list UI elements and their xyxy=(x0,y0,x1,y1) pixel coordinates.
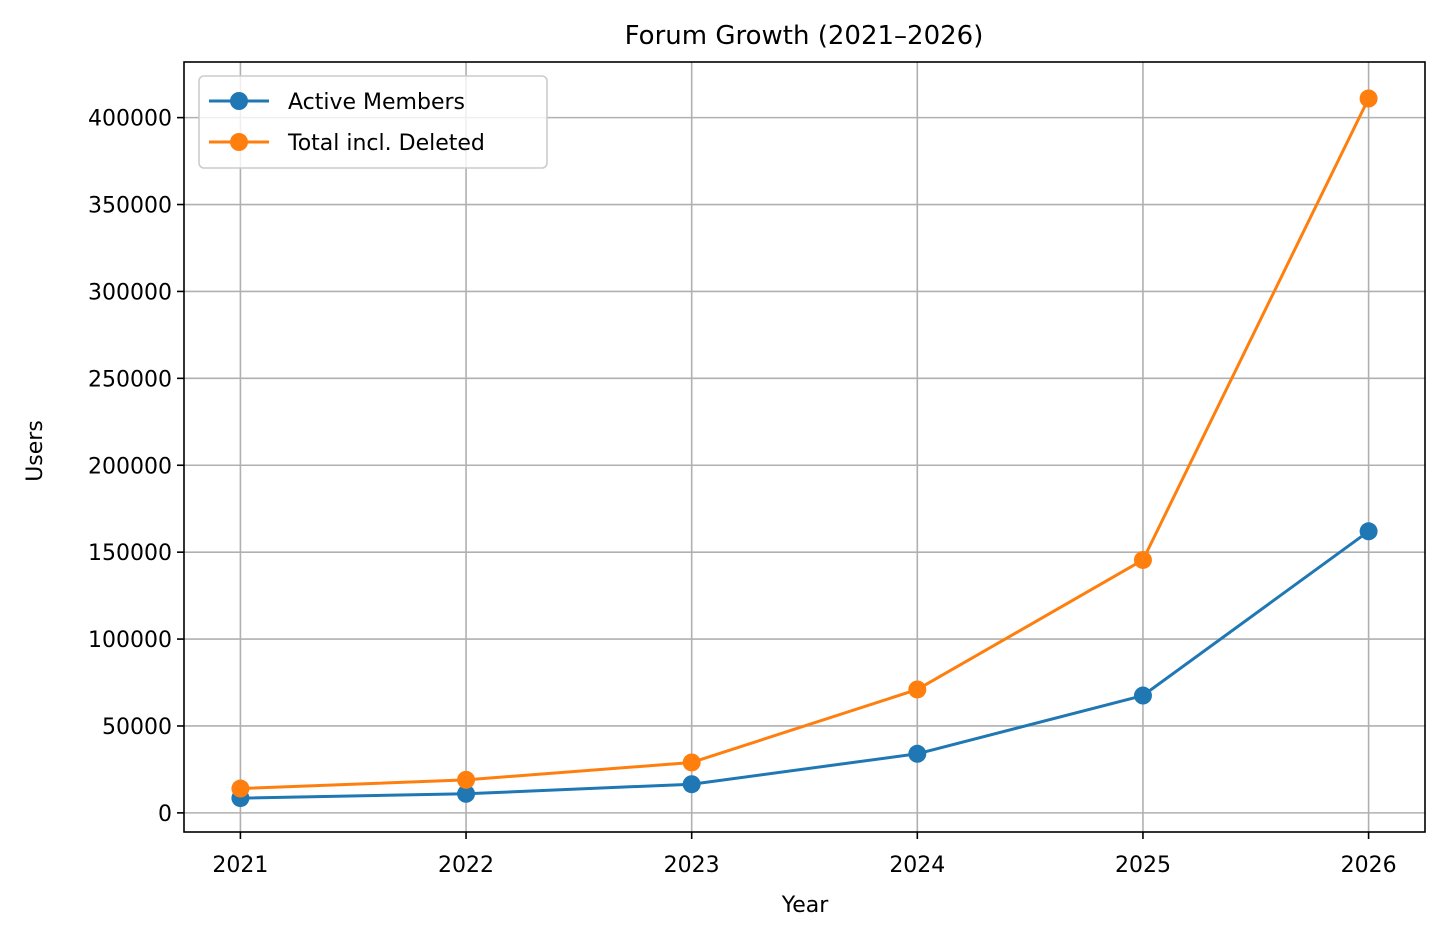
legend-box xyxy=(198,75,548,169)
data-point xyxy=(682,753,701,772)
data-point xyxy=(1133,686,1152,705)
x-tick-label: 2026 xyxy=(1341,853,1397,878)
data-point xyxy=(1359,522,1378,541)
chart-title: Forum Growth (2021–2026) xyxy=(625,21,984,51)
data-point xyxy=(457,784,476,803)
y-tick-label: 400000 xyxy=(88,107,172,132)
y-tick-label: 50000 xyxy=(102,715,172,740)
y-tick-label: 250000 xyxy=(88,367,172,392)
y-tick-label: 100000 xyxy=(88,628,172,653)
y-axis-label: Users xyxy=(23,420,48,482)
x-tick-label: 2021 xyxy=(212,853,268,878)
y-axis: 0 50000 100000 150000 200000 250000 300000 3500… xyxy=(88,107,184,827)
y-tick-label: 350000 xyxy=(88,194,172,219)
legend-marker xyxy=(230,92,248,110)
plot-frame xyxy=(183,61,1426,833)
data-point xyxy=(908,744,927,763)
x-axis: 2021 2022 2023 2024 2025 2026 xyxy=(212,832,1397,878)
y-tick-label: 150000 xyxy=(88,541,172,566)
x-tick-label: 2025 xyxy=(1115,853,1171,878)
grid xyxy=(184,62,1425,832)
x-axis-label: Year xyxy=(781,893,830,918)
data-point xyxy=(457,770,476,789)
data-point xyxy=(1359,89,1378,108)
x-tick-label: 2023 xyxy=(664,853,720,878)
legend-marker xyxy=(230,133,248,151)
legend-label: Active Members xyxy=(288,90,465,115)
data-point xyxy=(231,779,250,798)
series-layer xyxy=(231,89,1378,808)
series-line xyxy=(240,530,1370,800)
legend: Active Members Total incl. Deleted xyxy=(198,75,548,169)
y-tick-label: 200000 xyxy=(88,454,172,479)
legend-label: Total incl. Deleted xyxy=(287,131,485,156)
legend-item: Total incl. Deleted xyxy=(209,131,485,156)
y-tick-label: 300000 xyxy=(88,280,172,305)
series-2 xyxy=(231,89,1378,798)
x-tick-label: 2022 xyxy=(438,853,494,878)
data-point xyxy=(908,680,927,699)
series-1 xyxy=(231,522,1378,808)
series-line xyxy=(240,97,1370,791)
data-point xyxy=(1133,550,1152,569)
x-tick-label: 2024 xyxy=(889,853,945,878)
legend-item: Active Members xyxy=(209,90,465,115)
y-tick-label: 0 xyxy=(158,802,172,827)
data-point xyxy=(682,775,701,794)
